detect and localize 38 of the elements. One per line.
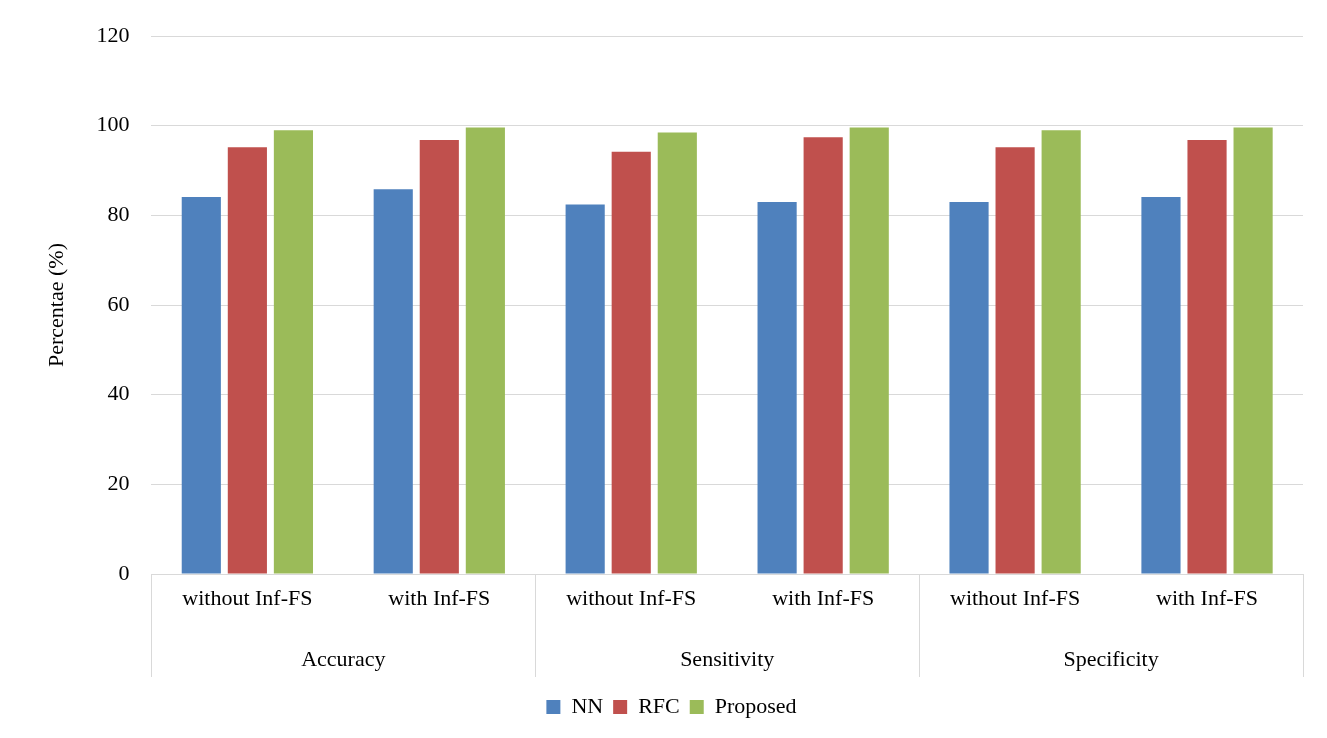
y-tick-label: 40 — [107, 380, 130, 406]
y-tick-label: 80 — [107, 201, 130, 227]
bar — [849, 127, 889, 574]
bar — [757, 201, 797, 574]
bar — [373, 189, 413, 574]
text: Sensitivity — [680, 645, 775, 671]
y-axis-title: Percentae (%) — [42, 243, 68, 367]
text: Specificity — [1063, 645, 1159, 671]
legend-label: RFC — [638, 692, 680, 718]
bar — [465, 127, 505, 574]
x-tick-label: with Inf-FS — [388, 584, 491, 610]
bar — [565, 204, 605, 574]
bar — [611, 151, 651, 574]
x-tick-label: without Inf-FS — [950, 584, 1081, 610]
bar — [657, 132, 697, 574]
legend-label: Proposed — [714, 692, 797, 718]
x-tick-label: with Inf-FS — [1156, 584, 1259, 610]
bar — [419, 140, 459, 574]
y-tick-label: 20 — [107, 470, 130, 496]
bar — [949, 201, 989, 574]
text: Accuracy — [301, 645, 386, 671]
bar — [1141, 196, 1181, 574]
bar — [803, 137, 843, 574]
x-tick-label: without Inf-FS — [566, 584, 697, 610]
y-tick-label: 60 — [107, 290, 130, 316]
legend-label: NN — [571, 692, 604, 718]
x-tick-label: without Inf-FS — [182, 584, 313, 610]
y-tick-label: 100 — [96, 111, 130, 137]
bar — [1233, 127, 1273, 574]
bar — [1041, 130, 1081, 574]
bar — [273, 130, 314, 574]
bar — [227, 147, 267, 574]
bar — [1187, 140, 1227, 574]
bar — [181, 196, 221, 574]
x-tick-label: with Inf-FS — [772, 584, 875, 610]
y-tick-label: 120 — [96, 21, 130, 47]
bar — [995, 147, 1035, 574]
y-tick-label: 0 — [118, 559, 130, 585]
